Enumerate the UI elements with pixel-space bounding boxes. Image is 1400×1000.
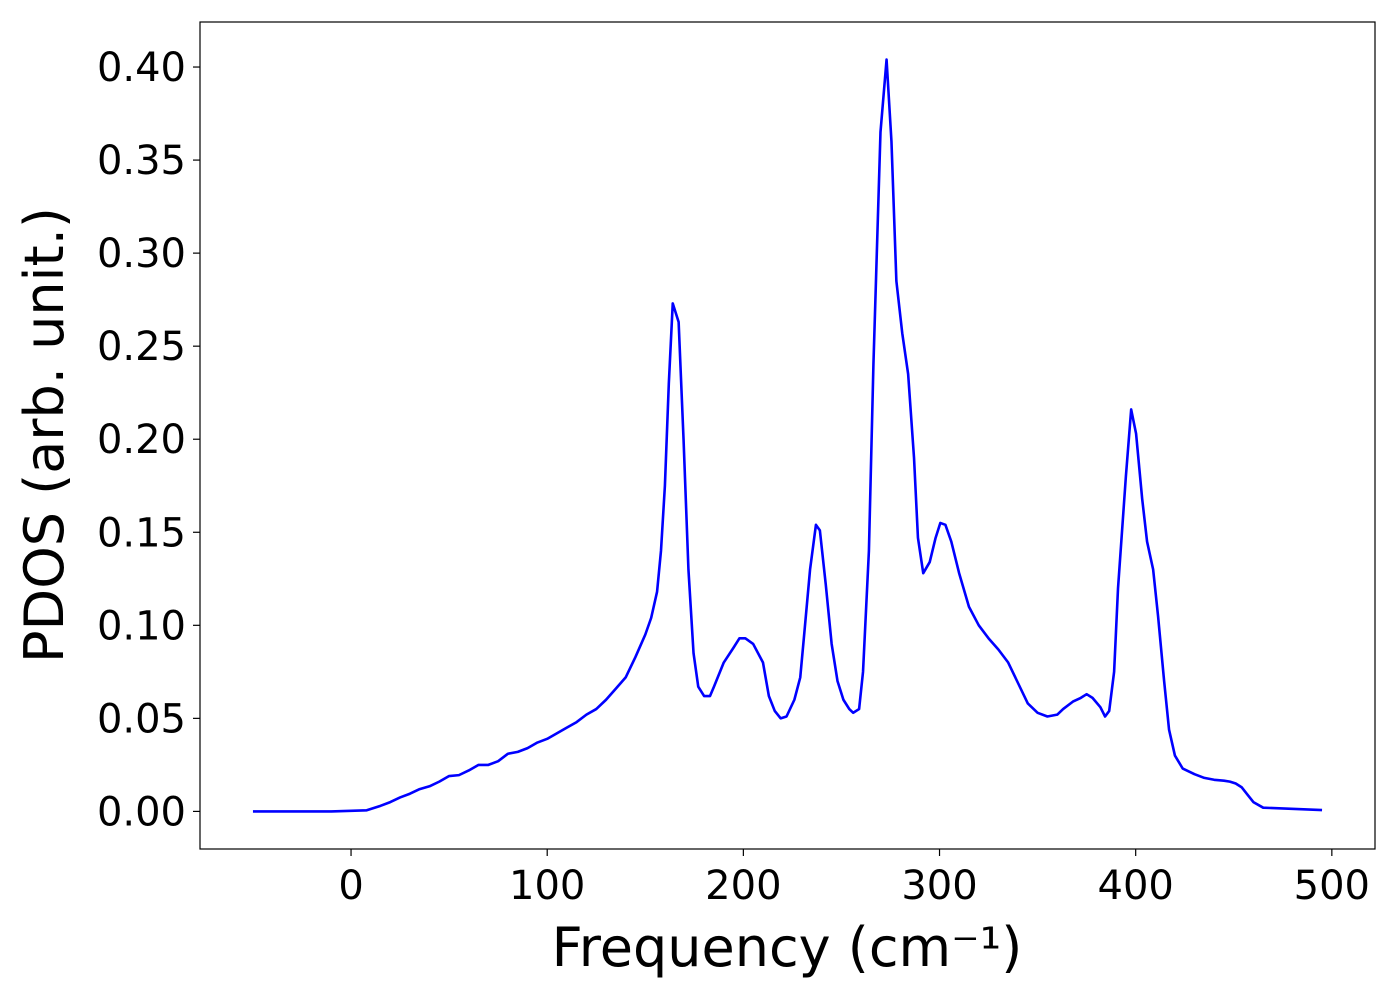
plot-frame: [199, 21, 1376, 850]
y-axis-label: PDOS (arb. unit.): [13, 207, 76, 663]
x-tick-label: 400: [1098, 863, 1174, 909]
x-tick-label: 100: [509, 863, 585, 909]
y-tick-label: 0.25: [97, 324, 186, 370]
y-tick-label: 0.00: [97, 789, 186, 835]
x-tick-label: 200: [705, 863, 781, 909]
y-tick-label: 0.20: [97, 417, 186, 463]
x-tick-label: 0: [338, 863, 363, 909]
y-tick-label: 0.15: [97, 510, 186, 556]
y-tick-label: 0.30: [97, 231, 186, 277]
y-tick-label: 0.40: [97, 45, 186, 91]
y-tick-label: 0.35: [97, 138, 186, 184]
x-tick-label: 500: [1294, 863, 1370, 909]
x-axis-label: Frequency (cm⁻¹): [552, 916, 1023, 979]
y-tick-label: 0.05: [97, 696, 186, 742]
x-tick-label: 300: [901, 863, 977, 909]
line-series: [252, 58, 1323, 813]
y-tick-label: 0.10: [97, 603, 186, 649]
